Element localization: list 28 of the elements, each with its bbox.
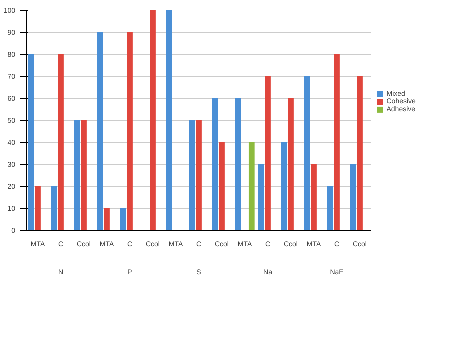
bar xyxy=(150,10,156,230)
bar xyxy=(258,164,264,230)
bar xyxy=(357,76,363,230)
bar xyxy=(51,186,58,230)
bar xyxy=(127,32,133,230)
bar xyxy=(58,54,64,230)
bar xyxy=(281,142,288,230)
bar xyxy=(35,186,41,230)
bar xyxy=(288,98,294,230)
bar xyxy=(248,142,255,230)
bar xyxy=(166,10,172,230)
bar xyxy=(28,54,34,230)
bar xyxy=(104,208,110,230)
bar xyxy=(81,120,87,230)
bar xyxy=(219,142,225,230)
bar xyxy=(265,76,271,230)
bar xyxy=(311,164,317,230)
bar xyxy=(74,120,80,230)
bar xyxy=(334,54,340,230)
bar xyxy=(120,208,126,230)
bar xyxy=(350,164,356,230)
bar xyxy=(235,98,242,230)
bar xyxy=(212,98,218,230)
bar xyxy=(189,120,196,230)
bar xyxy=(196,120,202,230)
bar xyxy=(97,32,104,230)
bar xyxy=(304,76,310,230)
bar xyxy=(327,186,334,230)
